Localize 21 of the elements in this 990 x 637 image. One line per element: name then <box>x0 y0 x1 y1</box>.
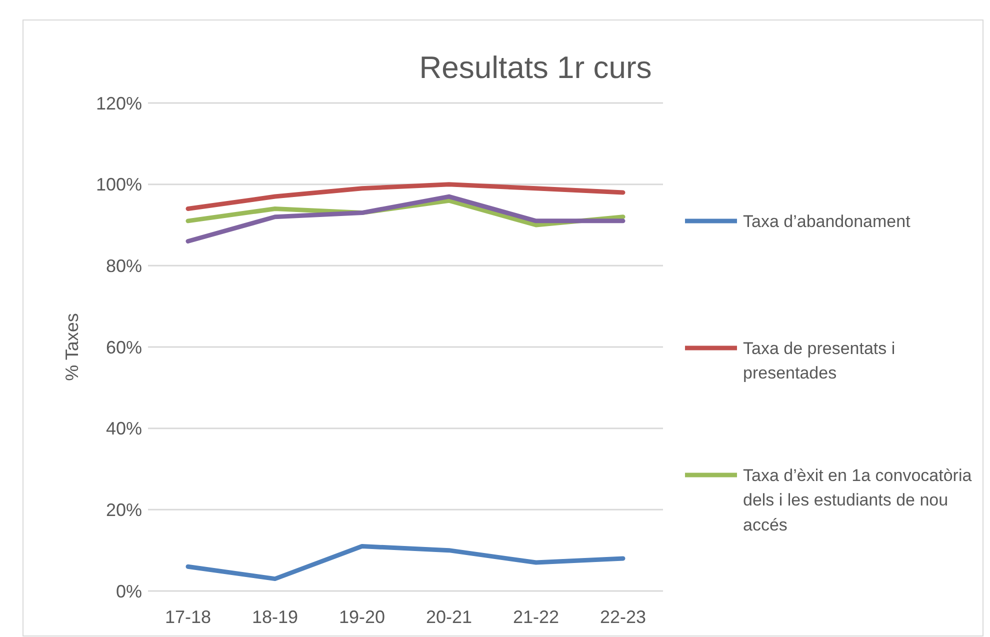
y-tick-label: 120% <box>96 93 142 114</box>
chart-title: Resultats 1r curs <box>419 50 652 85</box>
y-tick-label: 20% <box>106 500 142 520</box>
x-tick-label: 19-20 <box>338 607 386 627</box>
x-tick-label: 22-23 <box>600 607 646 627</box>
x-tick-label: 21-22 <box>512 607 560 627</box>
y-tick-label: 40% <box>106 418 142 439</box>
y-axis-title: % Taxes <box>62 313 82 381</box>
legend-label: Taxa de presentats i presentades <box>743 338 896 383</box>
line-series <box>186 194 626 244</box>
legend-label: Taxa d’abandonament <box>743 212 911 231</box>
y-tick-label: 60% <box>106 337 142 358</box>
line-series <box>186 182 626 211</box>
x-tick-label: 20-21 <box>426 607 472 627</box>
x-tick-label: 17-18 <box>164 607 212 627</box>
y-tick-label: 80% <box>106 256 142 276</box>
x-tick-label: 18-19 <box>252 607 298 627</box>
line-series <box>186 544 626 582</box>
y-tick-label: 100% <box>96 174 142 195</box>
y-tick-label: 0% <box>116 581 142 602</box>
legend-label: Taxa d’èxit en 1a convocatòria dels i les estudiants de nou accés <box>743 466 972 534</box>
